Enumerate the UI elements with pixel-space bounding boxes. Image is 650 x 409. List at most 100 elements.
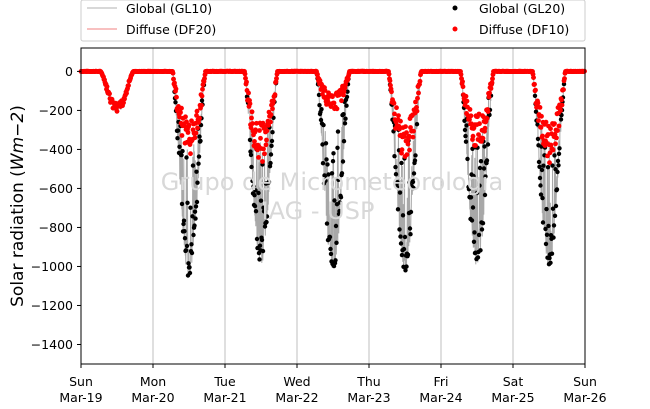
global-gl20-point: [547, 255, 552, 261]
global-gl20-point: [393, 164, 398, 170]
diffuse-df10-point: [194, 113, 199, 118]
diffuse-df10-point: [268, 119, 273, 125]
global-gl20-point: [546, 223, 551, 229]
x-tick-label-date: Mar-23: [347, 390, 390, 405]
diffuse-df10-point: [558, 108, 563, 113]
global-gl20-point: [343, 116, 348, 121]
diffuse-df10-point: [330, 94, 335, 100]
global-gl20-point: [319, 107, 324, 112]
global-gl20-point: [260, 248, 266, 254]
global-gl20-point: [184, 155, 189, 160]
diffuse-df10-point: [464, 98, 470, 104]
global-gl20-point: [341, 112, 346, 117]
global-gl20-point: [550, 206, 556, 211]
diffuse-df10-point: [552, 131, 558, 137]
diffuse-df10-point: [193, 130, 199, 136]
diffuse-df10-point: [399, 150, 404, 156]
diffuse-df10-point: [194, 108, 200, 114]
global-gl20-point: [269, 143, 274, 148]
global-gl20-point: [537, 175, 543, 181]
global-gl20-point: [198, 138, 203, 144]
global-gl20-point: [252, 203, 258, 209]
x-tick-label-date: Mar-20: [131, 390, 174, 405]
global-gl20-point: [344, 103, 349, 108]
diffuse-df10-point: [247, 101, 253, 107]
global-gl20-point: [333, 223, 339, 229]
diffuse-df10-point: [170, 70, 176, 76]
global-gl20-point: [270, 130, 275, 135]
diffuse-df10-point: [476, 132, 481, 138]
global-gl20-point: [476, 232, 482, 238]
diffuse-df10-point: [559, 102, 565, 108]
x-tick-label-day: Sun: [69, 374, 93, 389]
global-gl20-point: [329, 171, 335, 176]
global-gl20-point: [177, 144, 182, 149]
diffuse-df10-point: [559, 97, 564, 103]
diffuse-df10-point: [403, 124, 408, 129]
diffuse-df10-point: [334, 106, 340, 112]
diffuse-df10-point: [126, 83, 131, 88]
global-gl20-point: [405, 252, 411, 257]
diffuse-df10-point: [556, 123, 562, 129]
global-gl20-point: [400, 213, 406, 218]
global-gl20-point: [482, 144, 487, 149]
diffuse-df10-point: [404, 130, 409, 136]
diffuse-df10-point: [552, 121, 557, 126]
global-gl20-point: [334, 240, 339, 245]
global-gl20-point: [339, 171, 345, 176]
global-gl20-point: [478, 248, 483, 253]
diffuse-df10-point: [389, 89, 394, 95]
global-gl20-point: [549, 251, 555, 256]
diffuse-df10-point: [411, 128, 416, 134]
diffuse-df10-point: [200, 86, 205, 92]
global-gl20-point: [175, 136, 180, 141]
y-tick-label: −1000: [31, 259, 73, 274]
diffuse-df10-point: [179, 133, 185, 138]
diffuse-df10-point: [391, 100, 397, 106]
diffuse-df10-point: [179, 105, 184, 111]
diffuse-df10-point: [264, 128, 270, 134]
diffuse-df10-point: [398, 118, 403, 124]
global-gl20-point: [261, 209, 267, 214]
diffuse-df10-point: [253, 127, 258, 133]
global-gl20-point: [333, 258, 338, 263]
global-gl20-point: [561, 81, 567, 87]
global-gl20-point: [191, 232, 196, 238]
diffuse-df10-point: [387, 78, 393, 84]
y-tick-label: −400: [39, 142, 73, 157]
global-gl20-point: [183, 248, 189, 253]
diffuse-df10-point: [261, 146, 266, 152]
diffuse-df10-point: [260, 159, 265, 164]
diffuse-df10-point: [414, 108, 420, 114]
global-gl20-point: [324, 221, 330, 226]
global-gl20-point: [323, 141, 329, 146]
y-axis: 0 −200 −400 −600 −800 −1000 −1200 −1400: [31, 64, 81, 352]
global-gl20-point: [474, 190, 480, 196]
global-gl20-point: [323, 178, 328, 183]
global-gl20-point: [537, 164, 542, 169]
global-gl20-point: [331, 151, 336, 156]
diffuse-df10-point: [487, 90, 492, 96]
global-gl20-point: [195, 180, 200, 185]
global-gl20-point: [399, 160, 404, 166]
global-gl20-point: [552, 213, 558, 218]
diffuse-df10-point: [202, 76, 207, 81]
global-gl20-point: [551, 235, 556, 240]
diffuse-df10-point: [405, 141, 411, 147]
x-tick-label-date: Mar-22: [275, 390, 318, 405]
diffuse-df10-point: [263, 142, 269, 148]
global-gl20-point: [410, 179, 416, 185]
global-gl20-point: [463, 139, 469, 144]
diffuse-df10-point: [252, 139, 257, 144]
diffuse-df10-point: [392, 111, 397, 117]
global-gl20-point: [477, 165, 483, 171]
legend-swatch-global-gl20: [452, 5, 458, 11]
diffuse-df10-point: [268, 112, 274, 118]
diffuse-df10-point: [540, 133, 545, 139]
global-gl20-point: [328, 246, 333, 252]
global-gl20-point: [326, 172, 331, 177]
global-gl20-point: [187, 270, 193, 276]
diffuse-df10-point: [249, 115, 254, 121]
diffuse-df10-point: [174, 94, 179, 100]
diffuse-df10-point: [417, 78, 423, 84]
